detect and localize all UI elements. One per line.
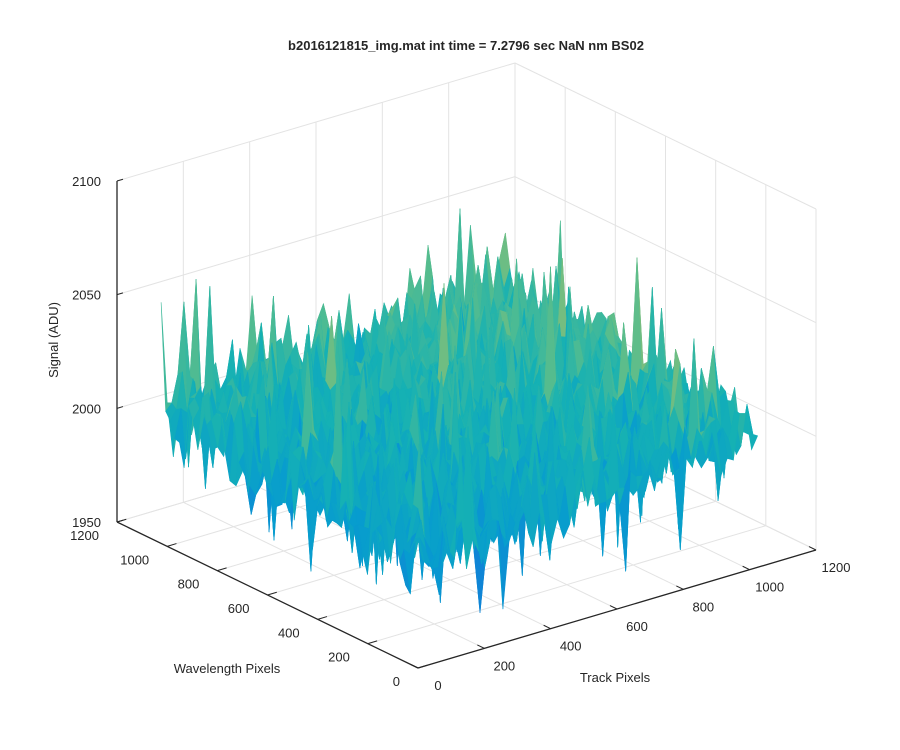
- z-tick: [116, 406, 124, 409]
- y-tick-label: 0: [393, 674, 400, 689]
- z-tick-label: 1950: [72, 515, 101, 530]
- x-tick: [609, 605, 618, 610]
- y-tick-label: 1200: [70, 528, 99, 543]
- grid-line: [116, 62, 516, 182]
- grid-line: [367, 525, 766, 645]
- y-tick: [167, 543, 177, 547]
- grid-line: [514, 176, 817, 324]
- y-tick: [267, 591, 277, 596]
- y-tick-label: 800: [178, 577, 200, 592]
- tick-labels: 0 200 400 600 800 1000 1200 0 200 400 600 800 1000 12…: [70, 174, 850, 693]
- grid-line: [116, 176, 516, 296]
- z-tick-label: 2000: [72, 401, 101, 416]
- x-tick: [410, 664, 419, 669]
- y-tick-label: 1000: [120, 552, 149, 567]
- z-axis-label: Signal (ADU): [46, 302, 61, 378]
- grid-line: [317, 500, 716, 620]
- y-tick-label: 600: [228, 601, 250, 616]
- z-tick: [116, 519, 124, 523]
- x-tick-label: 1000: [755, 580, 784, 595]
- x-tick-label: 600: [626, 619, 648, 634]
- x-tick-label: 200: [493, 658, 515, 673]
- z-tick: [116, 292, 124, 296]
- z-tick-label: 2100: [72, 174, 101, 189]
- y-tick-label: 400: [278, 625, 300, 640]
- x-tick-label: 800: [692, 599, 714, 614]
- x-tick-label: 1200: [822, 560, 851, 575]
- x-tick: [808, 546, 817, 551]
- x-tick: [543, 624, 551, 630]
- grid-line: [514, 62, 817, 210]
- x-tick: [676, 585, 684, 590]
- signal-surface[interactable]: [160, 208, 759, 613]
- z-tick-label: 2050: [72, 288, 101, 303]
- x-tick-label: 0: [434, 678, 441, 693]
- z-tick: [116, 178, 124, 182]
- axes: [116, 178, 817, 669]
- y-tick: [417, 664, 428, 669]
- y-tick: [217, 567, 227, 572]
- x-tick-label: 400: [560, 639, 582, 654]
- y-tick: [367, 640, 378, 645]
- y-axis-label: Wavelength Pixels: [174, 661, 281, 676]
- x-axis-label: Track Pixels: [580, 670, 651, 685]
- chart-title: b2016121815_img.mat int time = 7.2796 se…: [288, 38, 644, 53]
- y-tick-label: 200: [328, 650, 350, 665]
- surface-patch: [413, 537, 425, 563]
- x-tick: [477, 644, 485, 649]
- x-tick: [742, 565, 750, 571]
- y-tick: [317, 616, 328, 620]
